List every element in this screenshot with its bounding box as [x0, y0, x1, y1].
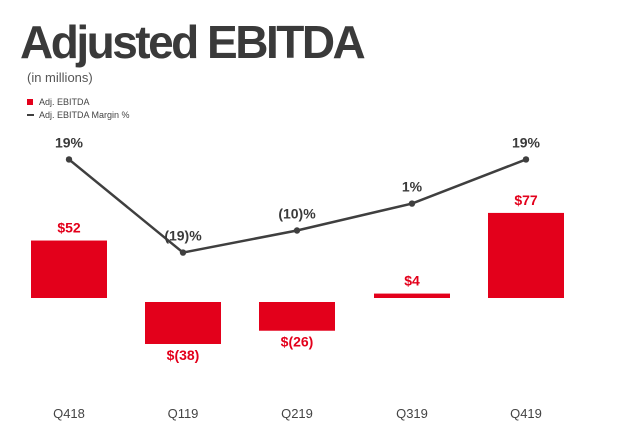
bar-label-q418: $52	[57, 220, 81, 236]
bar-label-q419: $77	[514, 192, 538, 208]
x-tick-q219: Q219	[281, 406, 313, 421]
legend: Adj. EBITDA Adj. EBITDA Margin %	[27, 95, 130, 121]
x-tick-q419: Q419	[510, 406, 542, 421]
x-tick-q119: Q119	[168, 406, 199, 421]
margin-label-q219: (10)%	[278, 206, 316, 222]
margin-point-q119	[179, 249, 187, 256]
bar-q418	[31, 240, 107, 298]
margin-label-q119: (19)%	[164, 228, 202, 244]
margin-point-q319	[408, 200, 416, 207]
margin-point-q419	[522, 156, 530, 163]
margin-label-q319: 1%	[402, 179, 423, 195]
legend-swatch-line	[27, 113, 34, 116]
bar-label-q219: $(26)	[281, 334, 314, 350]
margin-label-q418: 19%	[55, 134, 84, 150]
legend-item-bar: Adj. EBITDA	[27, 95, 130, 108]
margin-point-q219	[293, 227, 301, 234]
chart-subtitle: (in millions)	[27, 70, 93, 85]
bar-q319	[374, 293, 450, 298]
bar-label-q319: $4	[404, 273, 420, 289]
chart-title: Adjusted EBITDA	[20, 16, 366, 68]
legend-item-line: Adj. EBITDA Margin %	[27, 108, 130, 121]
bar-label-q119: $(38)	[167, 347, 200, 363]
legend-label-line: Adj. EBITDA Margin %	[39, 109, 130, 120]
margin-label-q419: 19%	[512, 134, 541, 150]
margin-point-q418	[65, 156, 73, 163]
legend-label-bar: Adj. EBITDA	[39, 96, 90, 107]
x-tick-q319: Q319	[396, 406, 428, 421]
bar-q119	[145, 302, 221, 344]
bar-q219	[259, 302, 335, 331]
bar-q419	[488, 212, 564, 298]
x-tick-q418: Q418	[53, 406, 85, 421]
legend-swatch-bar	[27, 98, 33, 105]
